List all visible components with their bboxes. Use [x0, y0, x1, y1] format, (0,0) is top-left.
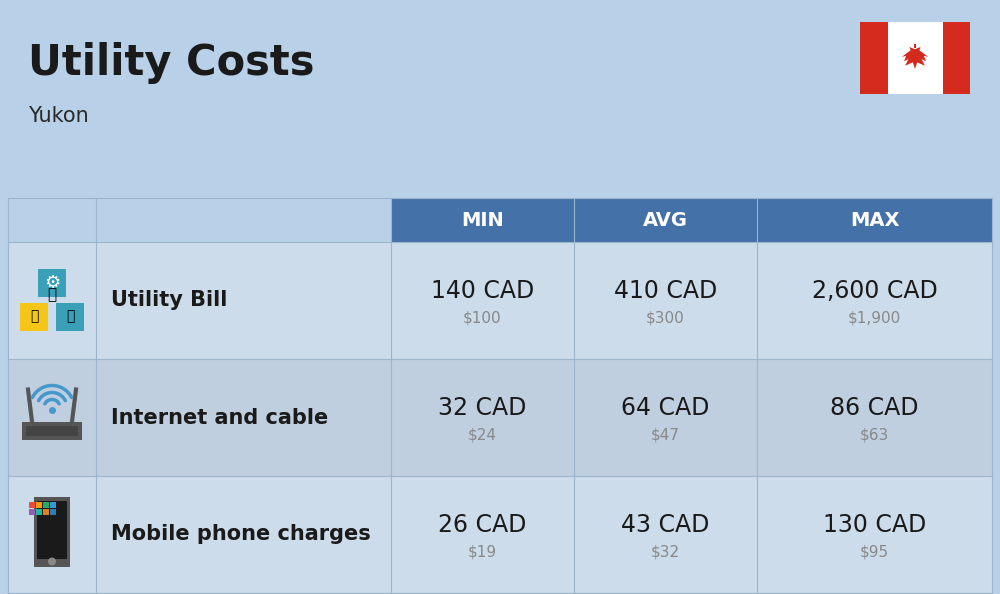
Text: 32 CAD: 32 CAD — [438, 396, 527, 420]
Bar — [22, 422, 82, 440]
Text: 👤: 👤 — [47, 287, 57, 302]
Bar — [20, 302, 48, 330]
Text: 26 CAD: 26 CAD — [438, 513, 527, 537]
Text: 🔌: 🔌 — [30, 309, 38, 324]
Text: 410 CAD: 410 CAD — [614, 279, 717, 303]
Bar — [29, 508, 35, 514]
Bar — [860, 22, 888, 94]
Bar — [8, 198, 391, 242]
Bar — [860, 22, 970, 94]
Text: $95: $95 — [860, 545, 889, 560]
Text: $24: $24 — [468, 428, 497, 443]
Bar — [36, 508, 42, 514]
Text: $300: $300 — [646, 311, 685, 326]
Bar — [34, 497, 70, 567]
Bar — [8, 476, 992, 593]
Text: Mobile phone charges: Mobile phone charges — [111, 525, 371, 545]
Text: 140 CAD: 140 CAD — [431, 279, 534, 303]
Text: Internet and cable: Internet and cable — [111, 407, 328, 428]
Bar — [26, 425, 78, 435]
Text: $19: $19 — [468, 545, 497, 560]
Text: AVG: AVG — [643, 210, 688, 229]
Polygon shape — [902, 47, 928, 69]
Text: ⚙: ⚙ — [44, 273, 60, 292]
Text: $32: $32 — [651, 545, 680, 560]
Bar — [43, 508, 49, 514]
Bar — [29, 501, 35, 507]
Text: Utility Bill: Utility Bill — [111, 290, 227, 311]
Text: MIN: MIN — [461, 210, 504, 229]
Text: $1,900: $1,900 — [848, 311, 901, 326]
Bar — [36, 501, 42, 507]
Text: Yukon: Yukon — [28, 106, 89, 126]
Bar — [38, 268, 66, 296]
Bar — [942, 22, 970, 94]
Bar — [8, 242, 992, 359]
Bar — [43, 501, 49, 507]
Text: $47: $47 — [651, 428, 680, 443]
Text: 🚿: 🚿 — [66, 309, 74, 324]
Bar — [37, 501, 67, 558]
Text: 43 CAD: 43 CAD — [621, 513, 710, 537]
Text: $100: $100 — [463, 311, 502, 326]
Bar — [56, 302, 84, 330]
Bar — [50, 508, 56, 514]
Text: 2,600 CAD: 2,600 CAD — [812, 279, 937, 303]
Text: 64 CAD: 64 CAD — [621, 396, 710, 420]
Bar — [757, 198, 992, 242]
Bar — [914, 44, 916, 48]
Circle shape — [48, 558, 56, 565]
Text: 86 CAD: 86 CAD — [830, 396, 919, 420]
Bar — [50, 501, 56, 507]
Bar — [574, 198, 757, 242]
Bar — [8, 359, 992, 476]
Text: Utility Costs: Utility Costs — [28, 42, 314, 84]
Text: $63: $63 — [860, 428, 889, 443]
Bar — [391, 198, 574, 242]
Text: MAX: MAX — [850, 210, 899, 229]
Text: 130 CAD: 130 CAD — [823, 513, 926, 537]
